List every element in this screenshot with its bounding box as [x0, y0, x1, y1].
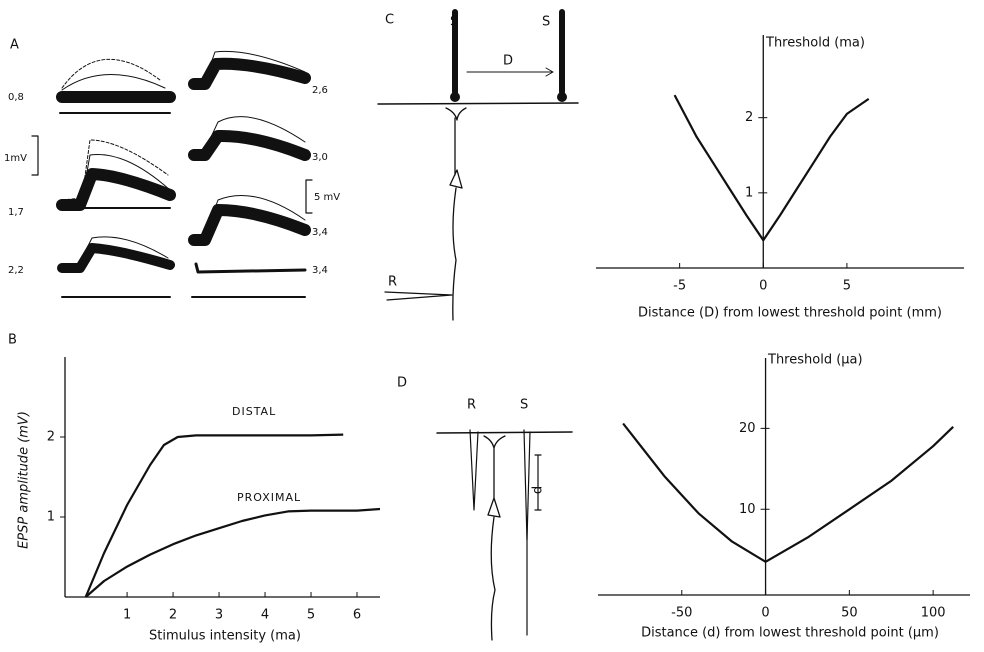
trace-label: 1,7 [8, 207, 24, 218]
panel-label: D [397, 376, 407, 391]
series-label: DISTAL [232, 405, 276, 418]
x-tick-label: -5 [673, 279, 686, 294]
x-tick-label: 5 [843, 279, 851, 294]
diagram [436, 429, 573, 641]
trace-label: 3,4 [312, 227, 328, 238]
diagram-label: S [520, 398, 528, 413]
x-tick-label: 50 [841, 606, 858, 621]
x-axis-label: Stimulus intensity (ma) [149, 629, 301, 644]
trace-label: 2,6 [312, 85, 328, 96]
x-tick-label: 100 [921, 606, 946, 621]
panel-label: C [385, 13, 394, 28]
panel-label: A [10, 38, 19, 53]
y-tick-label: 1 [745, 185, 753, 200]
diagram-label: S [542, 15, 550, 30]
y-axis-label: EPSP amplitude (mV) [17, 411, 32, 549]
scale-label: 1mV [4, 153, 27, 164]
data-line [673, 94, 870, 242]
data-line [84, 433, 344, 598]
x-tick-label: 5 [307, 608, 315, 623]
data-line [84, 507, 381, 598]
x-axis-label: Distance (d) from lowest threshold point… [641, 626, 939, 641]
diagram-label: d [531, 486, 546, 494]
x-axis-label: Distance (D) from lowest threshold point… [638, 306, 942, 321]
trace-label: 3,0 [312, 152, 328, 163]
x-tick-label: 4 [261, 608, 269, 623]
x-tick-label: 6 [353, 608, 361, 623]
diagram-label: R [388, 275, 397, 290]
diagram-label: S [450, 15, 458, 30]
x-tick-label: 0 [761, 606, 769, 621]
scale-label: 5 mV [314, 192, 340, 203]
x-tick-label: 0 [759, 279, 767, 294]
x-tick-label: 3 [215, 608, 223, 623]
y-tick-label: 2 [745, 110, 753, 125]
panel-label: B [8, 333, 17, 348]
traces [31, 50, 313, 298]
y-tick-label: 2 [47, 430, 55, 445]
y-tick-label: 20 [739, 421, 756, 436]
diagram [377, 9, 579, 321]
trace-label: 0,8 [8, 92, 24, 103]
series-label: PROXIMAL [237, 491, 301, 504]
y-axis-label: Threshold (ma) [765, 36, 865, 51]
data-line [622, 422, 954, 563]
y-tick-label: 1 [47, 510, 55, 525]
y-axis-label: Threshold (µa) [767, 353, 863, 368]
x-tick-label: 1 [123, 608, 131, 623]
y-tick-label: 10 [739, 502, 756, 517]
diagram-label: R [467, 398, 476, 413]
diagram-label: D [503, 54, 513, 69]
trace-label: 3,4 [312, 265, 328, 276]
trace-label: 2,2 [8, 265, 24, 276]
x-tick-label: 2 [169, 608, 177, 623]
x-tick-label: -50 [671, 606, 692, 621]
